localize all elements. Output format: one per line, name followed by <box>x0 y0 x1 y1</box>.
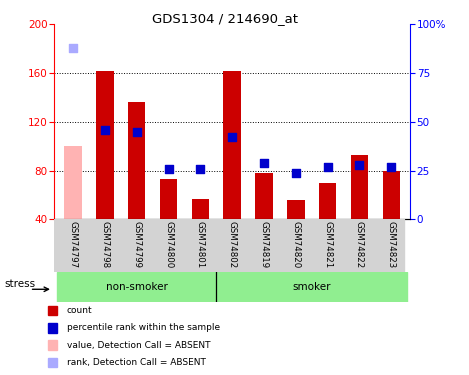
Text: count: count <box>67 306 92 315</box>
Text: GDS1304 / 214690_at: GDS1304 / 214690_at <box>152 12 298 25</box>
Bar <box>160 179 177 219</box>
Text: GSM74822: GSM74822 <box>355 221 364 268</box>
Bar <box>383 171 400 219</box>
Bar <box>255 173 273 219</box>
Point <box>101 127 109 133</box>
Point <box>292 170 300 176</box>
Point <box>228 135 236 141</box>
Text: smoker: smoker <box>293 282 331 292</box>
Point <box>165 166 172 172</box>
Bar <box>287 200 304 219</box>
Bar <box>64 146 82 219</box>
Text: GSM74820: GSM74820 <box>291 221 300 268</box>
Point <box>133 129 140 135</box>
Bar <box>216 272 407 302</box>
Text: rank, Detection Call = ABSENT: rank, Detection Call = ABSENT <box>67 358 205 367</box>
Bar <box>48 358 57 368</box>
Text: GSM74819: GSM74819 <box>259 221 268 268</box>
Text: percentile rank within the sample: percentile rank within the sample <box>67 323 219 332</box>
Point <box>356 162 363 168</box>
Bar <box>57 272 216 302</box>
FancyBboxPatch shape <box>54 219 404 272</box>
Text: GSM74799: GSM74799 <box>132 221 141 268</box>
Bar <box>191 199 209 219</box>
Bar <box>319 183 336 219</box>
Text: non-smoker: non-smoker <box>106 282 167 292</box>
Text: GSM74823: GSM74823 <box>387 221 396 268</box>
Text: GSM74801: GSM74801 <box>196 221 205 268</box>
Bar <box>48 323 57 333</box>
Point <box>324 164 332 170</box>
Bar <box>128 102 145 219</box>
Text: GSM74797: GSM74797 <box>68 221 77 268</box>
Bar <box>48 306 57 315</box>
Text: GSM74821: GSM74821 <box>323 221 332 268</box>
Point <box>69 45 77 51</box>
Point <box>260 160 268 166</box>
Bar <box>223 70 241 219</box>
Text: GSM74798: GSM74798 <box>100 221 109 268</box>
Bar <box>351 155 368 219</box>
Point <box>387 164 395 170</box>
Bar <box>48 340 57 350</box>
Text: value, Detection Call = ABSENT: value, Detection Call = ABSENT <box>67 341 210 350</box>
Bar <box>96 70 113 219</box>
Text: GSM74800: GSM74800 <box>164 221 173 268</box>
Text: GSM74802: GSM74802 <box>227 221 237 268</box>
Text: stress: stress <box>4 279 36 289</box>
Point <box>197 166 204 172</box>
